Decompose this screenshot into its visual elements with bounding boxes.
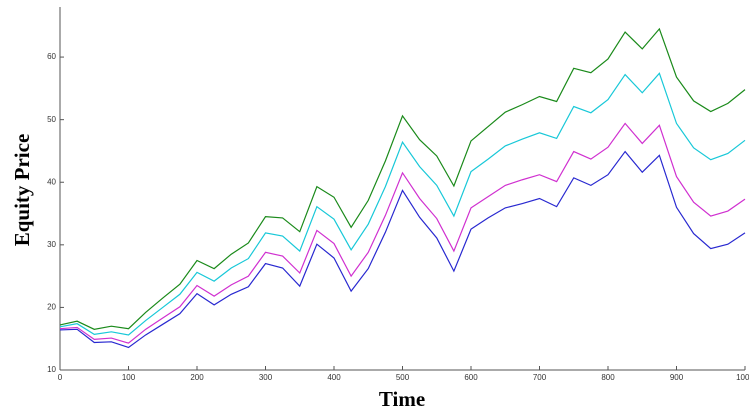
- x-tick-label: 0: [58, 373, 63, 382]
- x-tick-label: 500: [396, 373, 410, 382]
- x-tick-label: 200: [190, 373, 204, 382]
- x-tick-label: 100: [122, 373, 136, 382]
- x-tick-label: 600: [464, 373, 478, 382]
- y-tick-label: 40: [47, 177, 56, 186]
- x-tick-label: 1000: [736, 373, 749, 382]
- x-tick-label: 300: [259, 373, 273, 382]
- y-tick-label: 20: [47, 303, 56, 312]
- y-axis-title: Equity Price: [10, 134, 34, 247]
- y-tick-label: 30: [47, 240, 56, 249]
- x-tick-label: 400: [327, 373, 341, 382]
- price-path: [59, 150, 746, 349]
- y-tick-label: 10: [47, 365, 56, 374]
- x-tick-label: 900: [670, 373, 684, 382]
- y-tick-label: 50: [47, 115, 56, 124]
- price-path: [59, 27, 746, 330]
- x-tick-label: 800: [601, 373, 615, 382]
- price-path: [59, 72, 746, 336]
- x-tick-label: 700: [533, 373, 547, 382]
- price-path: [59, 122, 746, 344]
- y-tick-label: 60: [47, 52, 56, 61]
- x-axis-title: Time: [379, 387, 425, 411]
